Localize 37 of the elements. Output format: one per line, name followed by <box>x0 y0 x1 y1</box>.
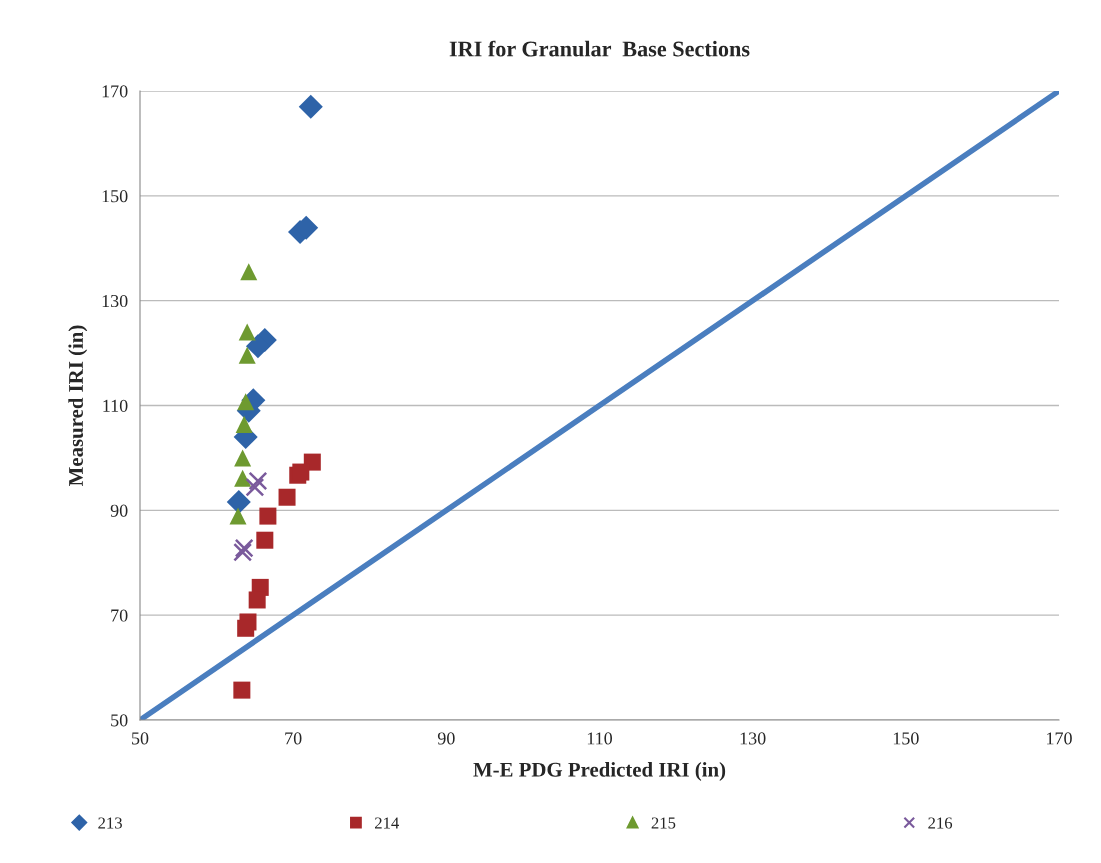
x-tick-label: 50 <box>132 732 149 745</box>
point <box>248 591 266 609</box>
x-tick-label: 70 <box>285 732 302 745</box>
x-axis-title: M-E PDG Predicted IRI (in) <box>473 762 726 781</box>
legend-label: 214 <box>375 817 400 829</box>
point <box>298 94 323 119</box>
x-tick-label: 130 <box>740 732 766 745</box>
legend-label: 215 <box>651 817 676 829</box>
y-tick-label: 70 <box>111 609 128 622</box>
point <box>226 489 251 514</box>
x-tick-label: 90 <box>437 732 455 745</box>
x-tick-label: 170 <box>1047 732 1072 745</box>
y-tick-label: 170 <box>102 85 128 98</box>
point <box>256 531 274 549</box>
y-axis-title: Measured IRI (in) <box>68 325 88 486</box>
legend-label: 216 <box>928 817 953 829</box>
x-tick-label: 110 <box>587 732 613 745</box>
y-tick-label: 130 <box>102 294 128 308</box>
point <box>245 477 265 497</box>
point <box>234 449 252 467</box>
y-tick-label: 150 <box>102 190 128 203</box>
y-tick-label: 90 <box>110 504 128 517</box>
point <box>259 507 277 525</box>
point <box>234 469 252 487</box>
point <box>240 263 258 281</box>
point <box>278 488 296 506</box>
point <box>233 681 251 699</box>
point <box>229 507 247 525</box>
point <box>235 415 253 433</box>
legend-label: 213 <box>98 817 122 829</box>
point <box>238 323 256 341</box>
point <box>237 619 255 637</box>
y-tick-label: 110 <box>103 399 128 412</box>
point <box>248 471 268 491</box>
x-tick-label: 150 <box>893 732 919 745</box>
chart-title: IRI for Granular Base Sections <box>449 40 750 57</box>
y-tick-label: 50 <box>111 714 128 727</box>
